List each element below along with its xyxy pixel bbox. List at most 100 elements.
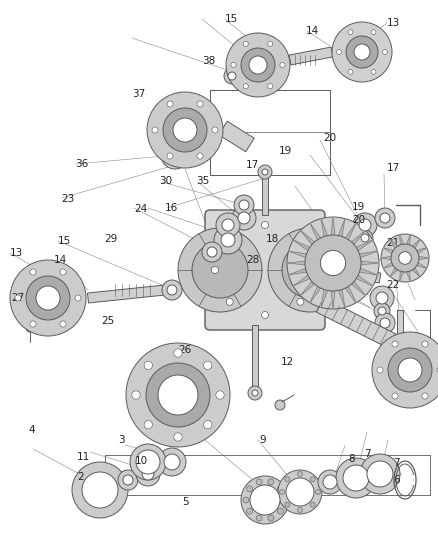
Circle shape [371,332,438,408]
Circle shape [421,393,427,399]
Circle shape [215,391,224,399]
Circle shape [123,475,133,485]
Circle shape [310,502,314,507]
Polygon shape [418,256,428,260]
Text: 14: 14 [305,26,318,36]
Circle shape [230,62,236,68]
Circle shape [203,421,212,429]
Circle shape [249,485,279,515]
Polygon shape [416,248,426,253]
Circle shape [158,375,198,415]
Circle shape [255,515,261,521]
Circle shape [255,479,261,485]
Circle shape [366,461,392,487]
Circle shape [279,489,284,495]
Text: 8: 8 [347,455,354,464]
Text: 20: 20 [351,215,364,225]
Circle shape [212,127,218,133]
Text: 6: 6 [392,475,399,484]
Text: 38: 38 [201,56,215,66]
Circle shape [274,55,284,65]
Polygon shape [288,251,306,257]
Text: 4: 4 [28,425,35,435]
Circle shape [258,165,272,179]
Polygon shape [309,286,320,303]
Circle shape [335,458,375,498]
Circle shape [220,233,234,247]
Circle shape [320,251,345,276]
Polygon shape [389,239,397,248]
Circle shape [317,470,341,494]
Text: 21: 21 [385,238,399,247]
Circle shape [226,298,233,305]
Text: 14: 14 [53,255,67,264]
Polygon shape [320,219,327,237]
Circle shape [267,228,351,312]
Circle shape [398,252,410,264]
Circle shape [240,48,274,82]
Text: 35: 35 [196,176,209,186]
Circle shape [267,84,272,89]
Circle shape [75,295,81,301]
Circle shape [144,361,152,369]
Circle shape [243,84,248,89]
Circle shape [274,400,284,410]
Text: 24: 24 [134,205,147,214]
Circle shape [277,508,283,514]
Circle shape [162,280,182,300]
Polygon shape [406,235,410,245]
Circle shape [391,341,397,347]
Circle shape [304,235,360,291]
Polygon shape [351,230,365,245]
Circle shape [15,295,21,301]
Polygon shape [360,261,378,265]
Circle shape [26,276,70,320]
Circle shape [347,30,352,35]
Circle shape [131,391,140,399]
Circle shape [147,92,223,168]
Circle shape [213,226,241,254]
Circle shape [360,234,368,242]
Circle shape [279,62,284,68]
Circle shape [382,50,386,54]
Polygon shape [399,271,403,281]
Circle shape [280,497,286,503]
Text: 28: 28 [246,255,259,264]
Text: 3: 3 [118,435,125,445]
Circle shape [370,69,375,74]
Circle shape [166,285,177,295]
Polygon shape [339,267,380,283]
Circle shape [237,212,249,224]
Text: 13: 13 [385,18,399,28]
Circle shape [374,313,394,333]
Text: 17: 17 [245,160,258,170]
Polygon shape [412,239,419,248]
Circle shape [379,318,389,328]
Circle shape [261,169,267,175]
Polygon shape [359,251,377,257]
Circle shape [30,321,36,327]
Circle shape [375,292,387,304]
Polygon shape [288,269,306,275]
Text: 29: 29 [104,235,117,244]
Circle shape [158,448,186,476]
Circle shape [336,50,341,54]
Circle shape [36,286,60,310]
Polygon shape [309,223,320,240]
Circle shape [238,200,248,210]
Circle shape [277,470,321,514]
Circle shape [207,247,216,257]
Text: 7: 7 [392,458,399,467]
Circle shape [152,127,158,133]
Circle shape [285,478,313,506]
Circle shape [177,228,261,312]
Circle shape [374,208,394,228]
Circle shape [390,244,418,272]
Circle shape [356,230,372,246]
Circle shape [359,454,399,494]
Circle shape [136,462,159,486]
Circle shape [173,433,182,441]
Text: 20: 20 [322,133,336,142]
Circle shape [223,68,240,84]
Polygon shape [300,281,314,295]
